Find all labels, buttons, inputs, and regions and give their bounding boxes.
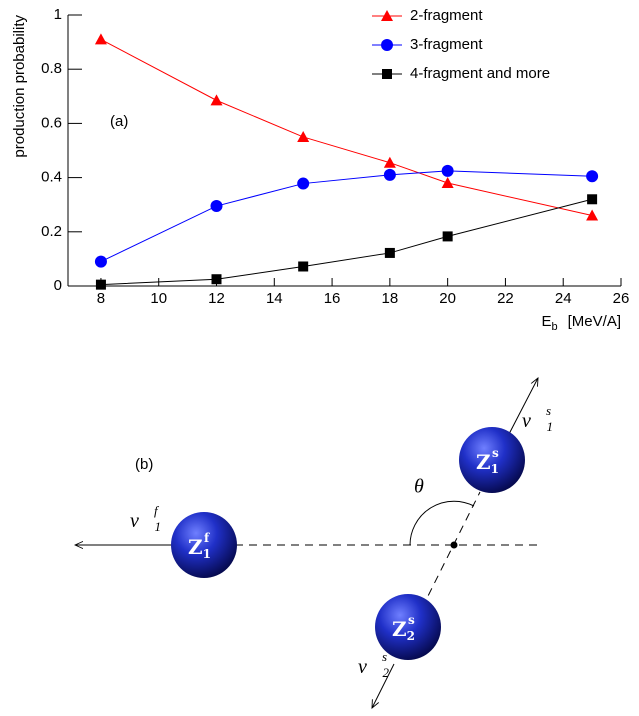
symbol: Z [476, 450, 491, 474]
marker [298, 261, 309, 272]
sub: 1 [546, 419, 553, 434]
annotation: (a) [110, 113, 128, 130]
sphere [171, 512, 237, 578]
series-line [100, 38, 593, 217]
legend-label: 3-fragment [410, 36, 483, 53]
x-tick-label: 14 [266, 290, 283, 307]
vector-label: v⃗2s [358, 649, 389, 680]
fragment-label: Z1 s [476, 446, 499, 476]
marker [441, 177, 454, 189]
y-axis-label: production probability [11, 15, 28, 158]
x-tick-label: 16 [324, 290, 341, 307]
fragment-label: Z1 f [188, 531, 211, 561]
panel-label: (b) [135, 456, 153, 473]
marker [586, 209, 599, 221]
marker [442, 231, 453, 242]
marker [441, 164, 454, 177]
arrow [372, 663, 395, 708]
marker [383, 168, 396, 181]
symbol: v⃗ [522, 410, 546, 432]
sub: 1 [491, 462, 499, 476]
y-tick-label: 0 [54, 277, 62, 294]
arrow [507, 378, 538, 437]
y-tick-label: 1 [54, 6, 62, 23]
x-label-unit: [MeV/A] [568, 313, 621, 330]
legend-marker [381, 10, 393, 21]
symbol: v⃗ [358, 656, 382, 678]
sup: s [492, 446, 499, 460]
x-label-sub: b [552, 321, 558, 333]
symbol: Z [392, 617, 407, 641]
series-line [100, 170, 593, 263]
x-tick-label: 18 [382, 290, 399, 307]
marker [586, 170, 599, 183]
marker [587, 194, 598, 205]
vector-label: v⃗1f [130, 503, 161, 534]
fragment-label: Z2 s [392, 613, 415, 643]
marker [94, 255, 107, 268]
y-tick-label: 0.2 [41, 223, 62, 240]
x-tick-label: 12 [208, 290, 225, 307]
sup: s [408, 613, 415, 627]
series-line [100, 198, 593, 286]
y-tick-label: 0.8 [41, 60, 62, 77]
dashed-line [421, 491, 481, 609]
x-axis-label: Eb [MeV/A] [542, 313, 622, 333]
angle-label: θ [414, 476, 424, 498]
marker [384, 247, 395, 258]
sup: s [382, 649, 387, 664]
x-label-main: E [542, 313, 552, 330]
sub: 1 [154, 519, 161, 534]
marker [94, 33, 107, 45]
angle-arc [409, 500, 475, 546]
legend-label: 4-fragment and more [410, 65, 550, 82]
vector-label: v⃗1s [522, 403, 553, 434]
symbol: v⃗ [130, 510, 154, 532]
sup: f [154, 503, 160, 518]
chart: 00.20.40.60.818 10 12 14 16 18 20 22 24 26product… [11, 6, 629, 333]
sub: 1 [203, 547, 211, 561]
symbol: Z [188, 535, 203, 559]
x-tick-label: 26 [613, 290, 630, 307]
y-tick-label: 0.6 [41, 114, 62, 131]
center-point [450, 541, 458, 549]
legend-marker [382, 69, 392, 79]
sub: 2 [382, 665, 389, 680]
marker [95, 279, 106, 290]
x-tick-label: 8 [97, 290, 105, 307]
sphere [459, 427, 525, 493]
y-tick-label: 0.4 [41, 169, 62, 186]
marker [210, 200, 223, 213]
marker [297, 130, 310, 142]
marker [211, 274, 222, 285]
x-tick-label: 10 [150, 290, 167, 307]
sphere [375, 594, 441, 660]
legend-marker [381, 39, 393, 51]
marker [210, 94, 223, 106]
marker [297, 177, 310, 190]
legend-label: 2-fragment [410, 7, 483, 24]
sub: 2 [407, 629, 415, 643]
sup: f [204, 531, 210, 545]
marker [383, 156, 396, 168]
x-tick-label: 22 [497, 290, 514, 307]
sup: s [546, 403, 551, 418]
x-tick-label: 24 [555, 290, 572, 307]
diagram: (b) θ v⃗1f v⃗1s v⃗2s Z1f Z1s Z2s [75, 378, 553, 708]
x-tick-label: 20 [439, 290, 456, 307]
